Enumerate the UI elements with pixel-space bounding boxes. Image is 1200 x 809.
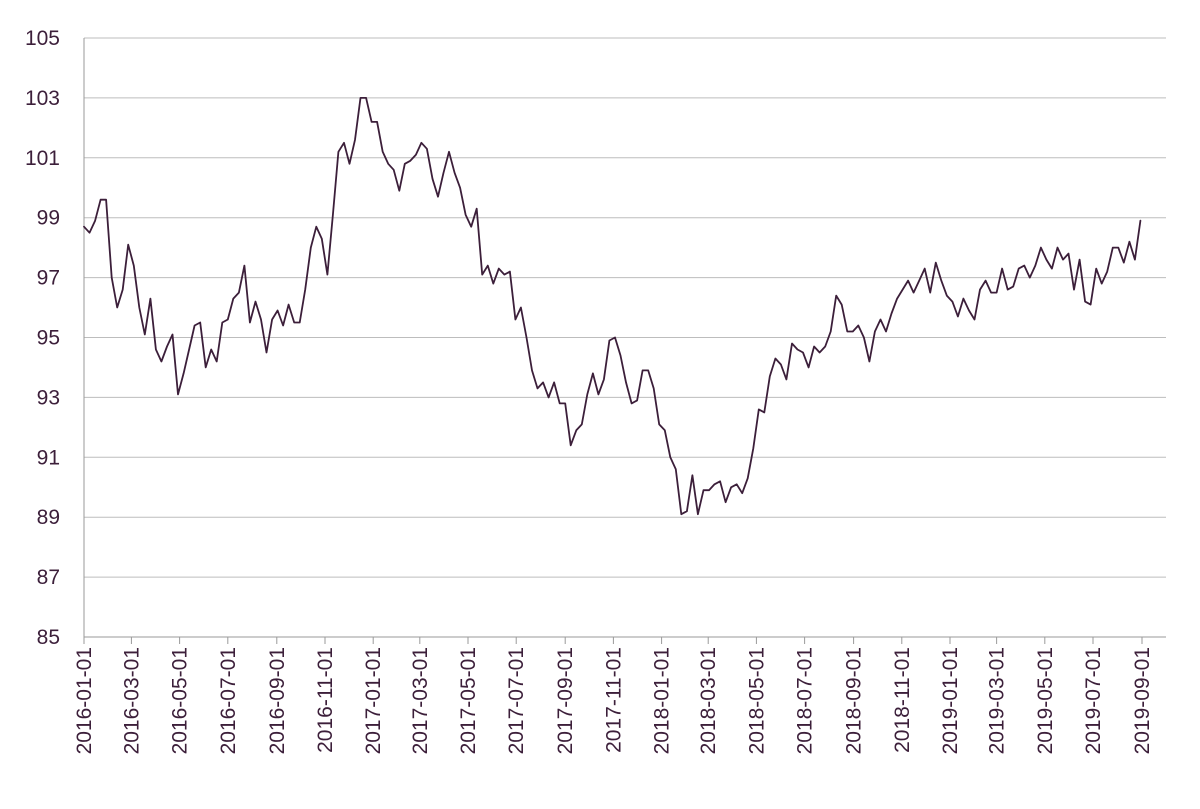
x-tick-label: 2019-03-01 (986, 647, 1009, 754)
axes (83, 38, 1166, 644)
y-tick-label: 93 (37, 386, 60, 409)
x-tick-label: 2016-09-01 (266, 647, 289, 754)
x-tick-label: 2017-03-01 (409, 647, 432, 754)
x-tick-label: 2018-05-01 (745, 647, 768, 754)
series-group (83, 97, 1142, 516)
x-tick-label: 2016-03-01 (120, 647, 143, 754)
x-tick-label: 2018-01-01 (651, 647, 674, 754)
grid-lines (84, 37, 1166, 578)
y-tick-label: 99 (37, 207, 60, 230)
x-tick-label: 2016-05-01 (169, 647, 192, 754)
y-tick-label: 89 (37, 506, 60, 529)
x-tick-label: 2018-07-01 (794, 647, 817, 754)
x-tick-label: 2018-11-01 (891, 647, 914, 753)
y-axis-tick-labels: 85 87 89 91 93 95 97 99 101 103 105 (25, 27, 60, 649)
y-tick-label: 91 (37, 446, 60, 469)
x-tick-label: 2018-09-01 (843, 647, 866, 754)
x-tick-label: 2019-01-01 (939, 647, 962, 754)
y-tick-label: 97 (37, 267, 60, 290)
x-tick-label: 2019-07-01 (1082, 647, 1105, 754)
x-tick-label: 2019-05-01 (1034, 647, 1057, 754)
x-tick-label: 2017-09-01 (554, 647, 577, 754)
series-line-0 (83, 97, 1142, 516)
y-tick-label: 95 (37, 327, 60, 350)
y-tick-label: 105 (25, 27, 60, 50)
x-tick-label: 2019-09-01 (1131, 647, 1154, 754)
x-tick-label: 2017-05-01 (457, 647, 480, 754)
x-tick-label: 2016-11-01 (314, 647, 337, 753)
x-axis-tick-labels: 2016-01-01 2016-03-01 2016-05-01 2016-07-01… (73, 647, 1154, 754)
x-tick-label: 2017-11-01 (602, 647, 625, 753)
y-tick-label: 103 (25, 87, 60, 110)
x-tick-label: 2018-03-01 (697, 647, 720, 754)
x-tick-label: 2016-01-01 (73, 647, 96, 754)
y-tick-label: 87 (37, 566, 60, 589)
x-tick-label: 2016-07-01 (217, 647, 240, 754)
y-tick-label: 85 (37, 626, 60, 649)
y-tick-label: 101 (25, 147, 60, 170)
x-tick-label: 2017-07-01 (505, 647, 528, 754)
x-tick-label: 2017-01-01 (362, 647, 385, 754)
